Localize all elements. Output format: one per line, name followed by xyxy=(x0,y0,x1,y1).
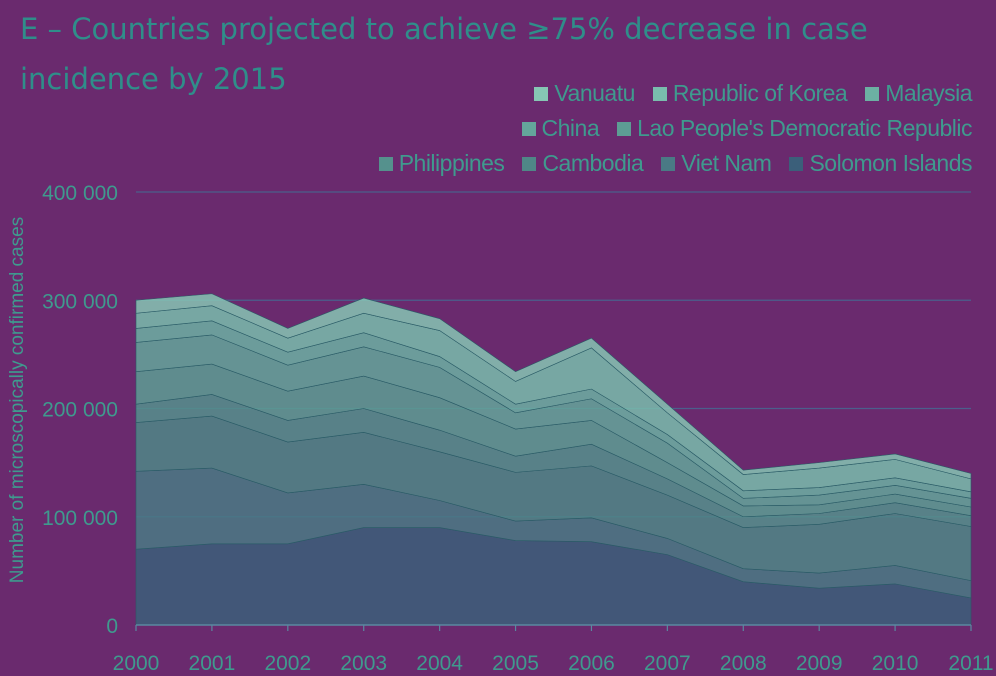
x-tick-label: 2001 xyxy=(189,652,236,675)
y-tick-label: 400 000 xyxy=(42,182,118,205)
legend-item: Philippines xyxy=(378,150,505,177)
legend: Vanuatu Republic of Korea Malaysia China Lao… xyxy=(378,80,972,177)
x-tick-label: 2009 xyxy=(796,652,843,675)
y-tick-label: 200 000 xyxy=(42,399,118,422)
legend-item: Viet Nam xyxy=(661,150,772,177)
x-tick-label: 2011 xyxy=(948,652,993,675)
legend-swatch xyxy=(534,86,549,101)
x-tick-label: 2000 xyxy=(113,652,160,675)
legend-label: Cambodia xyxy=(542,150,644,176)
legend-item: Vanuatu xyxy=(534,80,635,107)
x-tick-label: 2010 xyxy=(872,652,919,675)
legend-swatch xyxy=(522,156,537,171)
legend-label: Viet Nam xyxy=(681,150,772,176)
legend-row: Vanuatu Republic of Korea Malaysia xyxy=(534,80,972,107)
legend-item: China xyxy=(521,115,600,142)
legend-swatch xyxy=(661,156,676,171)
legend-swatch xyxy=(652,86,667,101)
legend-label: Vanuatu xyxy=(554,80,635,106)
y-tick-label: 0 xyxy=(106,615,118,638)
legend-item: Republic of Korea xyxy=(652,80,848,107)
legend-swatch xyxy=(378,156,393,171)
x-tick-label: 2004 xyxy=(416,652,463,675)
legend-label: China xyxy=(541,115,600,141)
legend-swatch xyxy=(789,156,804,171)
chart-title: E – Countries projected to achieve ≥75% … xyxy=(20,12,868,96)
legend-label: Malaysia xyxy=(885,80,972,106)
x-tick-label: 2003 xyxy=(340,652,387,675)
y-tick-label: 300 000 xyxy=(42,290,118,313)
x-tick-label: 2008 xyxy=(720,652,767,675)
legend-label: Lao People's Democratic Republic xyxy=(637,115,972,141)
legend-row: Philippines Cambodia Viet Nam Solomon Islan… xyxy=(378,150,972,177)
x-tick-label: 2002 xyxy=(264,652,311,675)
x-tick-label: 2005 xyxy=(492,652,539,675)
legend-item: Malaysia xyxy=(865,80,972,107)
x-tick-label: 2006 xyxy=(568,652,615,675)
legend-swatch xyxy=(617,121,632,136)
area-vanuatu xyxy=(135,293,972,480)
legend-label: Solomon Islands xyxy=(809,150,972,176)
legend-swatch xyxy=(865,86,880,101)
legend-swatch xyxy=(521,121,536,136)
legend-item: Cambodia xyxy=(522,150,644,177)
x-tick-label: 2007 xyxy=(644,652,691,675)
legend-row: China Lao People's Democratic Republic xyxy=(521,115,972,142)
legend-label: Philippines xyxy=(398,150,505,176)
legend-item: Lao People's Democratic Republic xyxy=(617,115,972,142)
legend-label: Republic of Korea xyxy=(672,80,848,106)
legend-item: Solomon Islands xyxy=(789,150,972,177)
y-tick-label: 100 000 xyxy=(42,507,118,530)
